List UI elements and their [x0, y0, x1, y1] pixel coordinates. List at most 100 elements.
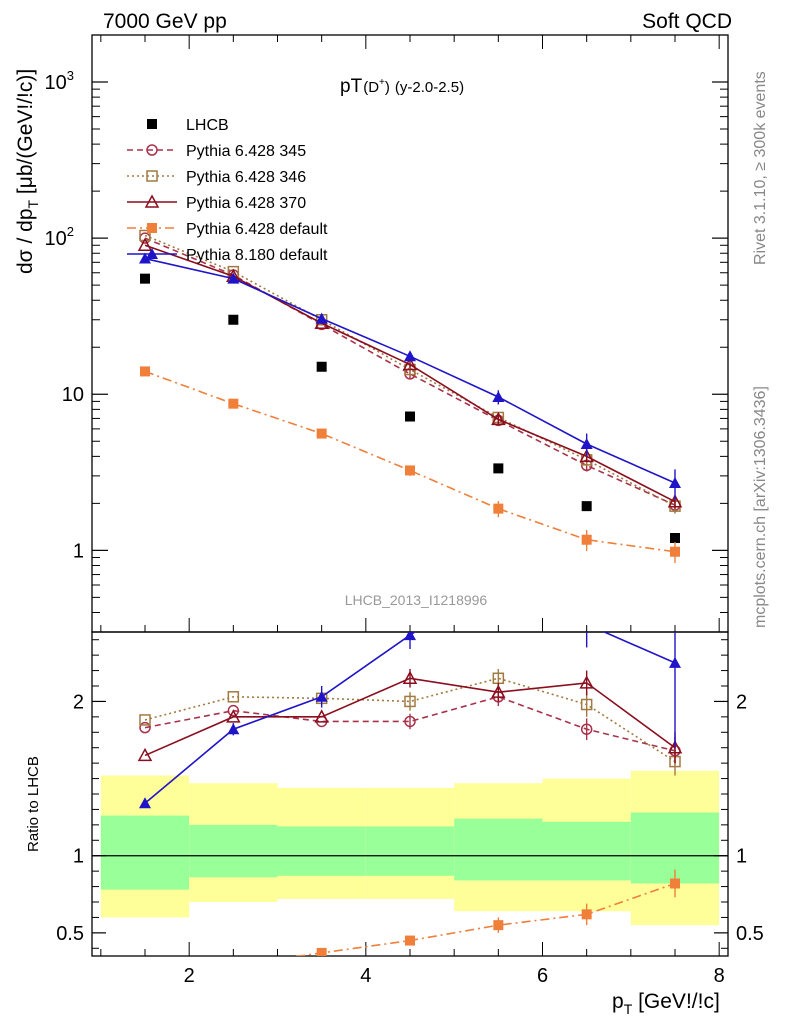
top-series-4 — [140, 366, 680, 564]
ratio-data-point — [140, 966, 150, 976]
x-axis-title-unit: [GeV!/!c] — [632, 990, 720, 1013]
top-data-point — [580, 438, 593, 450]
ratio-y-tick-label-right: 0.5 — [736, 923, 764, 945]
x-tick-label: 2 — [184, 965, 195, 987]
legend-item: Pythia 6.428 370 — [127, 194, 306, 212]
chart-title-range: (y-2.0-2.5) — [395, 79, 464, 96]
ratio-data-point — [139, 797, 151, 809]
legend-label: Pythia 6.428 default — [186, 221, 328, 238]
legend-marker — [147, 119, 157, 129]
ratio-data-point — [404, 695, 416, 708]
ratio-data-point — [314, 709, 329, 723]
mcplots-note: mcplots.cern.ch [arXiv:1306.3436] — [752, 386, 769, 628]
ratio-data-point — [580, 723, 593, 735]
y-axis-title: dσ / dpT [μb/(GeV!/!c)] — [14, 69, 41, 274]
ratio-y-tick-label: 1 — [73, 846, 84, 868]
legend-item: Pythia 8.180 default — [127, 247, 328, 264]
top-data-point — [670, 533, 680, 544]
top-data-point — [139, 252, 151, 264]
x-axis-title: pT [GeV!/!c] — [612, 990, 720, 1017]
ratio-y-tick-label-right: 2 — [736, 691, 747, 713]
chart-title-sup: + — [379, 77, 385, 88]
band-stat — [277, 826, 366, 876]
ratio-data-point — [491, 684, 506, 698]
top-data-point — [491, 411, 506, 426]
top-data-point — [493, 463, 504, 474]
legend-item: Pythia 6.428 default — [127, 221, 328, 238]
top-data-point — [579, 448, 594, 463]
ratio-data-point — [228, 960, 238, 970]
y-tick-label: 1 — [73, 540, 84, 562]
y-axis-title-unit: [μb/(GeV!/!c)] — [14, 69, 37, 200]
ratio-data-point — [404, 715, 416, 728]
top-data-point — [228, 398, 239, 409]
y-tick-label-exp: 3 — [67, 68, 74, 83]
ratio-y-tick-label: 0.5 — [56, 923, 84, 945]
ratio-data-point — [316, 947, 327, 956]
ratio-data-point — [137, 747, 153, 762]
legend-item: Pythia 6.428 346 — [127, 169, 306, 186]
ratio-data-point — [402, 670, 418, 685]
legend-marker — [146, 170, 158, 182]
top-data-point — [316, 428, 327, 439]
ratio-data-point — [139, 714, 151, 726]
ratio-data-point — [227, 704, 240, 717]
y-tick-label-base: 10 — [62, 384, 84, 406]
top-data-point — [316, 361, 327, 372]
ratio-series — [137, 632, 683, 976]
ratio-data-point — [227, 723, 240, 735]
y-tick-label-exp: 2 — [67, 224, 74, 239]
chart-title-main: pT — [340, 76, 363, 97]
top-data-point — [227, 272, 240, 284]
legend-label: Pythia 6.428 345 — [186, 143, 306, 160]
ratio-data-point — [226, 709, 241, 723]
band-stat — [454, 818, 543, 881]
y-tick-label: 102 — [45, 224, 74, 250]
legend-label: Pythia 8.180 default — [186, 247, 328, 264]
ratio-data-point — [493, 920, 504, 931]
x-axis-title-main: p — [612, 990, 624, 1013]
legend-marker — [146, 248, 158, 259]
ratio-data-point — [669, 656, 681, 668]
ratio-data-point — [581, 909, 592, 920]
rivet-note: Rivet 3.1.10, ≥ 300k events — [752, 71, 769, 265]
top-data-point — [402, 356, 418, 371]
y-axis-title-sub: T — [25, 199, 41, 208]
top-data-point — [405, 411, 415, 422]
legend-item: LHCB — [147, 117, 229, 134]
ratio-data-point — [227, 691, 240, 703]
y-tick-label: 103 — [45, 68, 74, 94]
ratio-data-point — [579, 675, 594, 689]
top-data-point — [493, 503, 504, 514]
chart-title-particle: D — [368, 79, 379, 96]
ratio-series-1 — [139, 669, 681, 776]
top-data-point — [315, 312, 328, 324]
ratio-data-point — [315, 690, 328, 702]
legend-label: Pythia 6.428 346 — [186, 169, 306, 186]
ratio-series-line — [144, 632, 676, 804]
top-data-point — [140, 273, 150, 284]
band-stat — [189, 824, 278, 878]
top-data-point — [228, 314, 239, 325]
x-axis-title-sub: T — [624, 1001, 633, 1017]
y-tick-label-base: 10 — [45, 72, 67, 94]
ratio-data-point — [139, 721, 151, 734]
legend: LHCB Pythia 6.428 345 Pythia 6.428 346 Pyth… — [127, 117, 328, 264]
x-tick-label: 4 — [360, 965, 371, 987]
ratio-series-4 — [139, 632, 681, 809]
y-axis-title-main: dσ / dp — [14, 208, 37, 274]
top-data-point — [404, 350, 416, 362]
x-tick-label: 6 — [537, 965, 548, 987]
legend-label: LHCB — [186, 117, 229, 134]
top-series-5 — [139, 252, 681, 501]
header-left: 7000 GeV pp — [103, 10, 227, 33]
legend-marker — [146, 144, 158, 156]
legend-marker — [144, 194, 160, 208]
ratio-data-point — [580, 698, 593, 711]
ratio-y-tick-label: 2 — [73, 691, 84, 713]
top-data-point — [492, 391, 505, 403]
ratio-axis-title: Ratio to LHCB — [25, 756, 42, 852]
top-data-point — [581, 501, 592, 512]
top-data-point — [670, 546, 680, 557]
